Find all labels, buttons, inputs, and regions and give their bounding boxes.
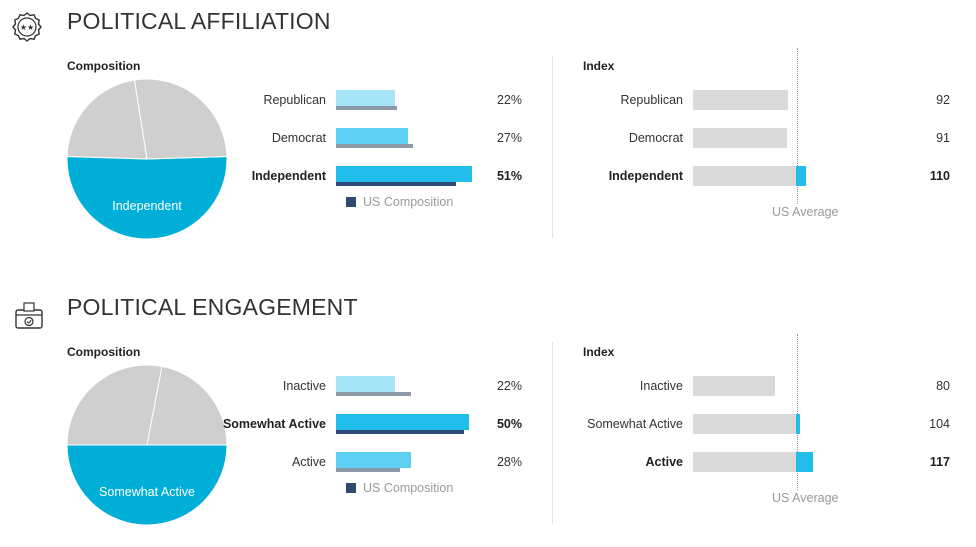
legend-swatch bbox=[346, 483, 356, 493]
composition-bar bbox=[336, 452, 411, 468]
composition-row-inactive: Inactive 22% bbox=[200, 376, 540, 400]
composition-row-republican: Republican 22% bbox=[200, 90, 540, 114]
us-average-line bbox=[797, 334, 798, 490]
category-label: Democrat bbox=[271, 131, 326, 145]
category-label: Independent bbox=[608, 169, 683, 183]
category-label: Inactive bbox=[282, 379, 326, 393]
index-bar bbox=[693, 376, 776, 396]
us-composition-bar bbox=[336, 392, 411, 396]
pie-slice-democrat bbox=[133, 78, 228, 160]
composition-bar bbox=[336, 414, 470, 430]
us-composition-bar bbox=[336, 468, 400, 472]
composition-row-active: Active 28% bbox=[200, 452, 540, 476]
percent-label: 22% bbox=[496, 379, 522, 393]
section-title: POLITICAL ENGAGEMENT bbox=[67, 294, 358, 320]
composition-pie-chart: Somewhat Active bbox=[66, 364, 228, 526]
index-label: Index bbox=[583, 59, 615, 73]
us-composition-bar bbox=[336, 106, 398, 110]
category-label: Somewhat Active bbox=[587, 417, 683, 431]
category-label: Somewhat Active bbox=[222, 417, 326, 431]
percent-label: 50% bbox=[496, 417, 522, 431]
seal-badge-icon: ★★ bbox=[12, 12, 42, 42]
composition-pie-chart: Independent bbox=[66, 78, 228, 240]
percent-label: 51% bbox=[496, 169, 522, 183]
divider bbox=[552, 56, 553, 238]
percent-label: 27% bbox=[496, 131, 522, 145]
legend-label: US Composition bbox=[363, 195, 454, 209]
legend-label: US Composition bbox=[363, 481, 454, 495]
section-political-affiliation: ★★ POLITICAL AFFILIATION Composition Ind… bbox=[0, 0, 976, 260]
composition-label: Composition bbox=[67, 345, 141, 359]
index-row-active: Active 117 bbox=[560, 452, 960, 474]
legend: US Composition bbox=[346, 195, 453, 209]
composition-bar bbox=[336, 128, 408, 144]
ballot-box-icon bbox=[15, 302, 43, 329]
divider bbox=[552, 342, 553, 524]
index-row-independent: Independent 110 bbox=[560, 166, 960, 188]
us-composition-bar bbox=[336, 144, 414, 148]
pie-slice-somewhat-active bbox=[66, 444, 228, 526]
index-bar bbox=[693, 128, 787, 148]
section-title: POLITICAL AFFILIATION bbox=[67, 8, 331, 34]
composition-bar bbox=[336, 90, 395, 106]
us-average-line bbox=[797, 48, 798, 204]
us-average-label: US Average bbox=[772, 491, 839, 505]
index-row-democrat: Democrat 91 bbox=[560, 128, 960, 150]
index-value: 80 bbox=[936, 379, 950, 393]
pie-slice-republican bbox=[66, 79, 148, 160]
composition-label: Composition bbox=[67, 59, 141, 73]
pie-slice-independent bbox=[66, 155, 228, 240]
index-bar bbox=[693, 452, 796, 472]
pie-slice-inactive bbox=[146, 365, 228, 446]
category-label: Independent bbox=[251, 169, 326, 183]
category-label: Active bbox=[645, 455, 683, 469]
index-value: 91 bbox=[936, 131, 950, 145]
pie-slice-active bbox=[66, 364, 163, 446]
index-bar bbox=[693, 414, 796, 434]
pie-slice-label: Independent bbox=[112, 199, 182, 213]
legend-swatch bbox=[346, 197, 356, 207]
index-bar bbox=[693, 90, 788, 110]
index-value: 117 bbox=[929, 455, 950, 469]
index-bar-above-average bbox=[796, 414, 800, 434]
composition-row-independent: Independent 51% bbox=[200, 166, 540, 190]
composition-bar bbox=[336, 166, 472, 182]
pie-slice-label: Somewhat Active bbox=[99, 485, 195, 499]
composition-bar bbox=[336, 376, 395, 392]
us-average-label: US Average bbox=[772, 205, 839, 219]
category-label: Active bbox=[291, 455, 326, 469]
index-row-somewhat-active: Somewhat Active 104 bbox=[560, 414, 960, 436]
category-label: Republican bbox=[620, 93, 683, 107]
category-label: Republican bbox=[263, 93, 326, 107]
index-bar bbox=[693, 166, 796, 186]
index-value: 110 bbox=[929, 169, 950, 183]
us-composition-bar bbox=[336, 430, 464, 434]
category-label: Inactive bbox=[639, 379, 683, 393]
index-label: Index bbox=[583, 345, 615, 359]
category-label: Democrat bbox=[628, 131, 683, 145]
index-bar-above-average bbox=[796, 452, 813, 472]
section-political-engagement: POLITICAL ENGAGEMENT Composition Somewha… bbox=[0, 286, 976, 546]
legend: US Composition bbox=[346, 481, 453, 495]
percent-label: 28% bbox=[496, 455, 522, 469]
composition-row-somewhat-active: Somewhat Active 50% bbox=[200, 414, 540, 438]
index-row-republican: Republican 92 bbox=[560, 90, 960, 112]
svg-text:★★: ★★ bbox=[20, 23, 34, 32]
index-row-inactive: Inactive 80 bbox=[560, 376, 960, 398]
composition-row-democrat: Democrat 27% bbox=[200, 128, 540, 152]
index-bar-above-average bbox=[796, 166, 806, 186]
percent-label: 22% bbox=[496, 93, 522, 107]
us-composition-bar bbox=[336, 182, 456, 186]
index-value: 104 bbox=[929, 417, 950, 431]
index-value: 92 bbox=[936, 93, 950, 107]
